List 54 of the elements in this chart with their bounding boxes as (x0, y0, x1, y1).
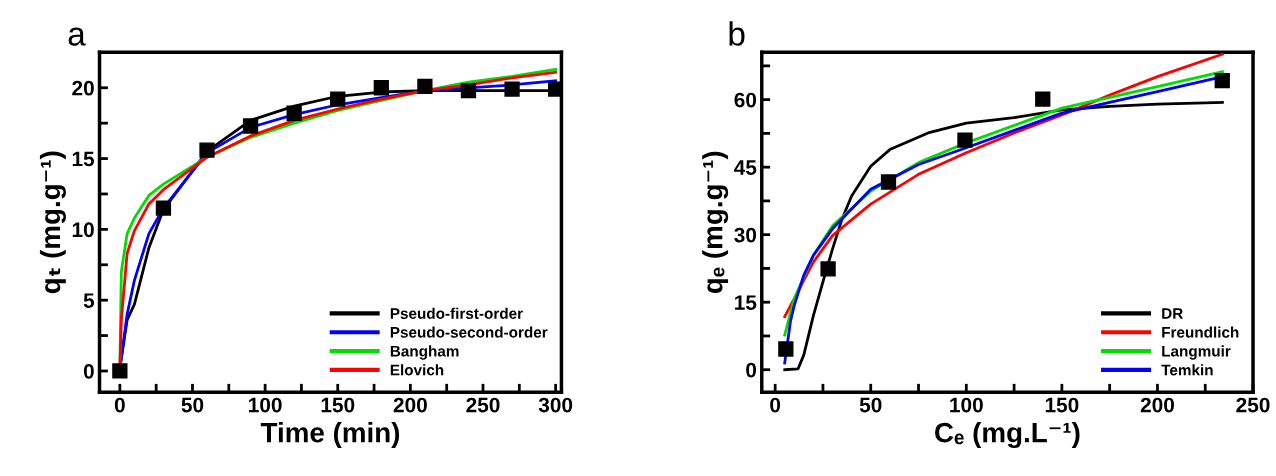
y-axis-title: qₑ (mg.g⁻¹) (702, 151, 729, 294)
x-tick-label: 200 (1140, 397, 1174, 413)
x-tick-label: 300 (538, 397, 573, 413)
point (199, 142, 215, 158)
point (820, 261, 836, 277)
x-tick-label: 0 (770, 397, 781, 413)
point (417, 78, 433, 94)
y-tick-label: 30 (734, 227, 757, 243)
y-tick-label: 15 (735, 295, 757, 310)
point (1035, 91, 1051, 107)
x-axis-title: Time (min) (260, 422, 400, 448)
x-tick-label: 200 (393, 397, 427, 413)
x-axis-title: Cₑ (mg.L⁻¹) (935, 422, 1080, 449)
x-tick-label: 100 (950, 397, 983, 413)
chart-title: a (68, 27, 86, 46)
point (504, 81, 520, 97)
y-tick-label: 5 (83, 293, 95, 308)
x-tick-label: 50 (859, 397, 882, 413)
x-tick-label: 250 (466, 397, 500, 413)
point (373, 80, 389, 96)
point (880, 174, 897, 190)
point (957, 132, 973, 148)
legend-label: Pseudo-second-order (390, 326, 548, 338)
point (460, 82, 477, 99)
legend-label: Pseudo-first-order (390, 307, 523, 319)
y-tick-label: 15 (72, 151, 95, 167)
point (778, 341, 794, 357)
point (1214, 73, 1230, 89)
chart-title: b (729, 21, 745, 46)
x-tick-label: 100 (249, 397, 282, 413)
legend-label: Langmuir (1162, 345, 1231, 360)
x-tick-label: 250 (1236, 397, 1270, 413)
x-tick-label: 150 (1045, 397, 1079, 413)
y-tick-label: 20 (72, 80, 94, 96)
point (112, 363, 128, 379)
point (155, 200, 172, 216)
x-tick-label: 150 (321, 397, 355, 413)
y-tick-label: 0 (746, 362, 757, 378)
point (242, 118, 259, 134)
y-tick-label: 60 (734, 92, 757, 108)
y-axis-title: qₜ (mg.g⁻¹) (39, 151, 66, 294)
legend-label: Elovich (390, 364, 444, 376)
point (286, 105, 302, 121)
point (547, 81, 562, 97)
point (330, 91, 346, 107)
legend-label: Temkin (1161, 364, 1213, 376)
x-tick-label: 0 (114, 397, 125, 413)
legend-label: Bangham (390, 345, 459, 360)
y-tick-label: 45 (734, 160, 757, 175)
y-tick-label: 0 (83, 363, 94, 379)
legend-label: DR (1162, 308, 1183, 319)
legend-label: Freundlich (1162, 326, 1239, 338)
y-tick-label: 10 (72, 222, 94, 238)
x-tick-label: 50 (181, 397, 204, 413)
